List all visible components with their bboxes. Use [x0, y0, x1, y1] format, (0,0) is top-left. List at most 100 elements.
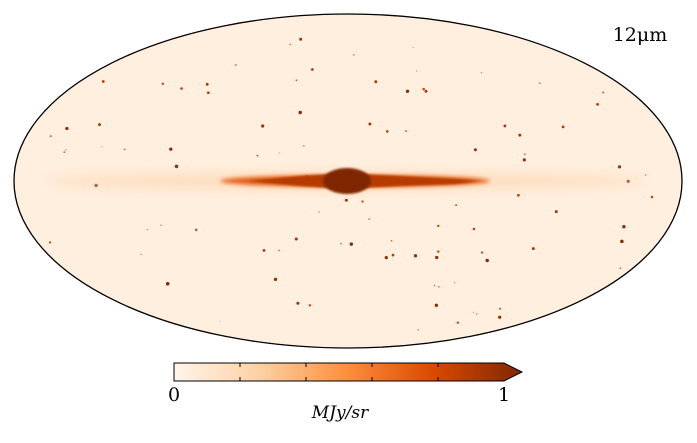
point-source	[518, 133, 522, 137]
point-source	[561, 125, 565, 129]
map-outline	[13, 13, 683, 349]
point-source	[413, 254, 418, 258]
point-source	[415, 70, 418, 72]
point-source	[385, 130, 389, 133]
point-source	[472, 227, 476, 231]
point-source	[180, 87, 183, 90]
point-source	[101, 80, 105, 83]
point-source	[596, 103, 599, 106]
point-source	[437, 224, 440, 228]
point-source	[294, 237, 298, 241]
point-source	[311, 68, 314, 71]
point-source	[169, 147, 173, 151]
point-source	[412, 46, 414, 49]
point-source	[498, 315, 502, 319]
point-source	[480, 251, 484, 254]
point-source	[161, 82, 165, 86]
point-source	[65, 149, 67, 151]
point-source	[424, 89, 428, 93]
point-source	[503, 124, 507, 128]
colorbar: 0 1 MJy/sr	[168, 362, 524, 423]
point-source	[295, 79, 298, 82]
point-source	[165, 282, 170, 286]
colorbar-minor-ticks	[239, 363, 439, 381]
point-source	[361, 200, 364, 203]
point-source	[602, 91, 605, 94]
point-source	[384, 255, 388, 260]
point-source	[522, 158, 526, 162]
point-source	[318, 211, 320, 213]
point-source	[256, 154, 259, 157]
point-source	[235, 64, 237, 66]
point-source	[368, 122, 372, 126]
point-source	[194, 228, 198, 232]
point-source	[473, 148, 477, 152]
point-source	[622, 225, 626, 229]
point-source	[620, 239, 624, 244]
galactic-bulge	[323, 168, 371, 194]
point-source	[48, 241, 52, 244]
point-source	[278, 249, 280, 252]
point-source	[205, 82, 209, 86]
point-source	[390, 240, 393, 242]
point-source	[374, 80, 378, 84]
point-source	[455, 204, 458, 207]
point-source	[453, 282, 456, 284]
point-source	[278, 152, 280, 154]
point-source	[405, 130, 407, 133]
point-source	[650, 195, 654, 199]
point-source	[206, 91, 210, 95]
colorbar-fill	[173, 362, 524, 382]
point-source	[368, 218, 370, 220]
point-source	[353, 54, 355, 56]
point-source	[391, 253, 395, 257]
point-source	[140, 253, 142, 256]
point-source	[437, 285, 440, 288]
point-source	[262, 248, 266, 252]
point-source	[434, 303, 439, 307]
point-source	[524, 153, 526, 155]
colorbar-tick-label-max: 1	[498, 384, 510, 406]
point-source	[98, 123, 101, 127]
point-source	[617, 165, 622, 169]
point-source	[298, 110, 302, 115]
point-source	[476, 313, 478, 315]
point-source	[554, 210, 558, 214]
point-source	[417, 329, 419, 331]
point-source	[219, 321, 220, 323]
mollweide-map	[13, 13, 683, 349]
point-source	[146, 228, 148, 231]
point-source	[303, 145, 305, 147]
point-source	[160, 224, 162, 226]
colorbar-label: MJy/sr	[311, 403, 369, 423]
point-source	[174, 164, 179, 169]
point-source	[472, 311, 475, 313]
point-source	[405, 89, 410, 93]
point-source	[344, 198, 348, 202]
point-source	[65, 126, 69, 131]
point-source	[485, 258, 489, 263]
point-source	[531, 247, 535, 251]
colorbar-tick-label-min: 0	[168, 384, 180, 406]
point-source	[538, 82, 541, 85]
point-source	[619, 267, 622, 270]
point-source	[101, 146, 103, 148]
point-source	[480, 71, 483, 74]
point-source	[340, 242, 342, 245]
point-source	[517, 193, 520, 197]
wavelength-annotation: 12μm	[613, 24, 668, 46]
point-source	[299, 37, 303, 41]
point-source	[63, 151, 66, 154]
point-source	[296, 301, 300, 305]
point-source	[289, 43, 292, 46]
point-source	[308, 304, 312, 307]
point-source	[435, 255, 439, 260]
point-source	[433, 284, 436, 287]
point-source	[261, 124, 265, 128]
point-source	[123, 148, 126, 151]
point-source	[645, 174, 647, 176]
point-source	[273, 277, 278, 282]
point-source	[349, 242, 354, 246]
point-source	[49, 135, 52, 138]
